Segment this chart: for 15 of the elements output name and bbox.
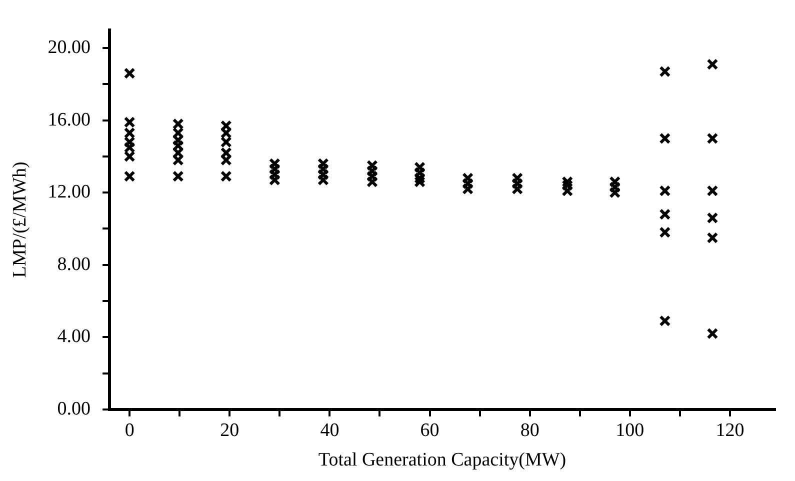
x-tick-label: 120 — [716, 420, 744, 441]
x-tick-label: 40 — [320, 420, 340, 441]
y-tick-label: 4.00 — [57, 326, 91, 348]
y-tick-label: 20.00 — [48, 37, 91, 58]
y-tick-label: 0.00 — [57, 398, 91, 420]
y-axis-title: LMP/(£/MWh) — [9, 162, 30, 278]
x-tick-label: 80 — [520, 420, 540, 441]
y-tick-label: 12.00 — [48, 182, 91, 203]
x-tick-label: 20 — [220, 420, 240, 441]
x-tick-label: 0 — [124, 420, 134, 441]
y-tick-label: 16.00 — [48, 109, 91, 130]
x-tick-label: 100 — [616, 420, 644, 441]
y-tick-label: 8.00 — [57, 254, 91, 275]
x-tick-label: 60 — [420, 420, 440, 441]
x-axis-title: Total Generation Capacity(MW) — [318, 450, 566, 471]
